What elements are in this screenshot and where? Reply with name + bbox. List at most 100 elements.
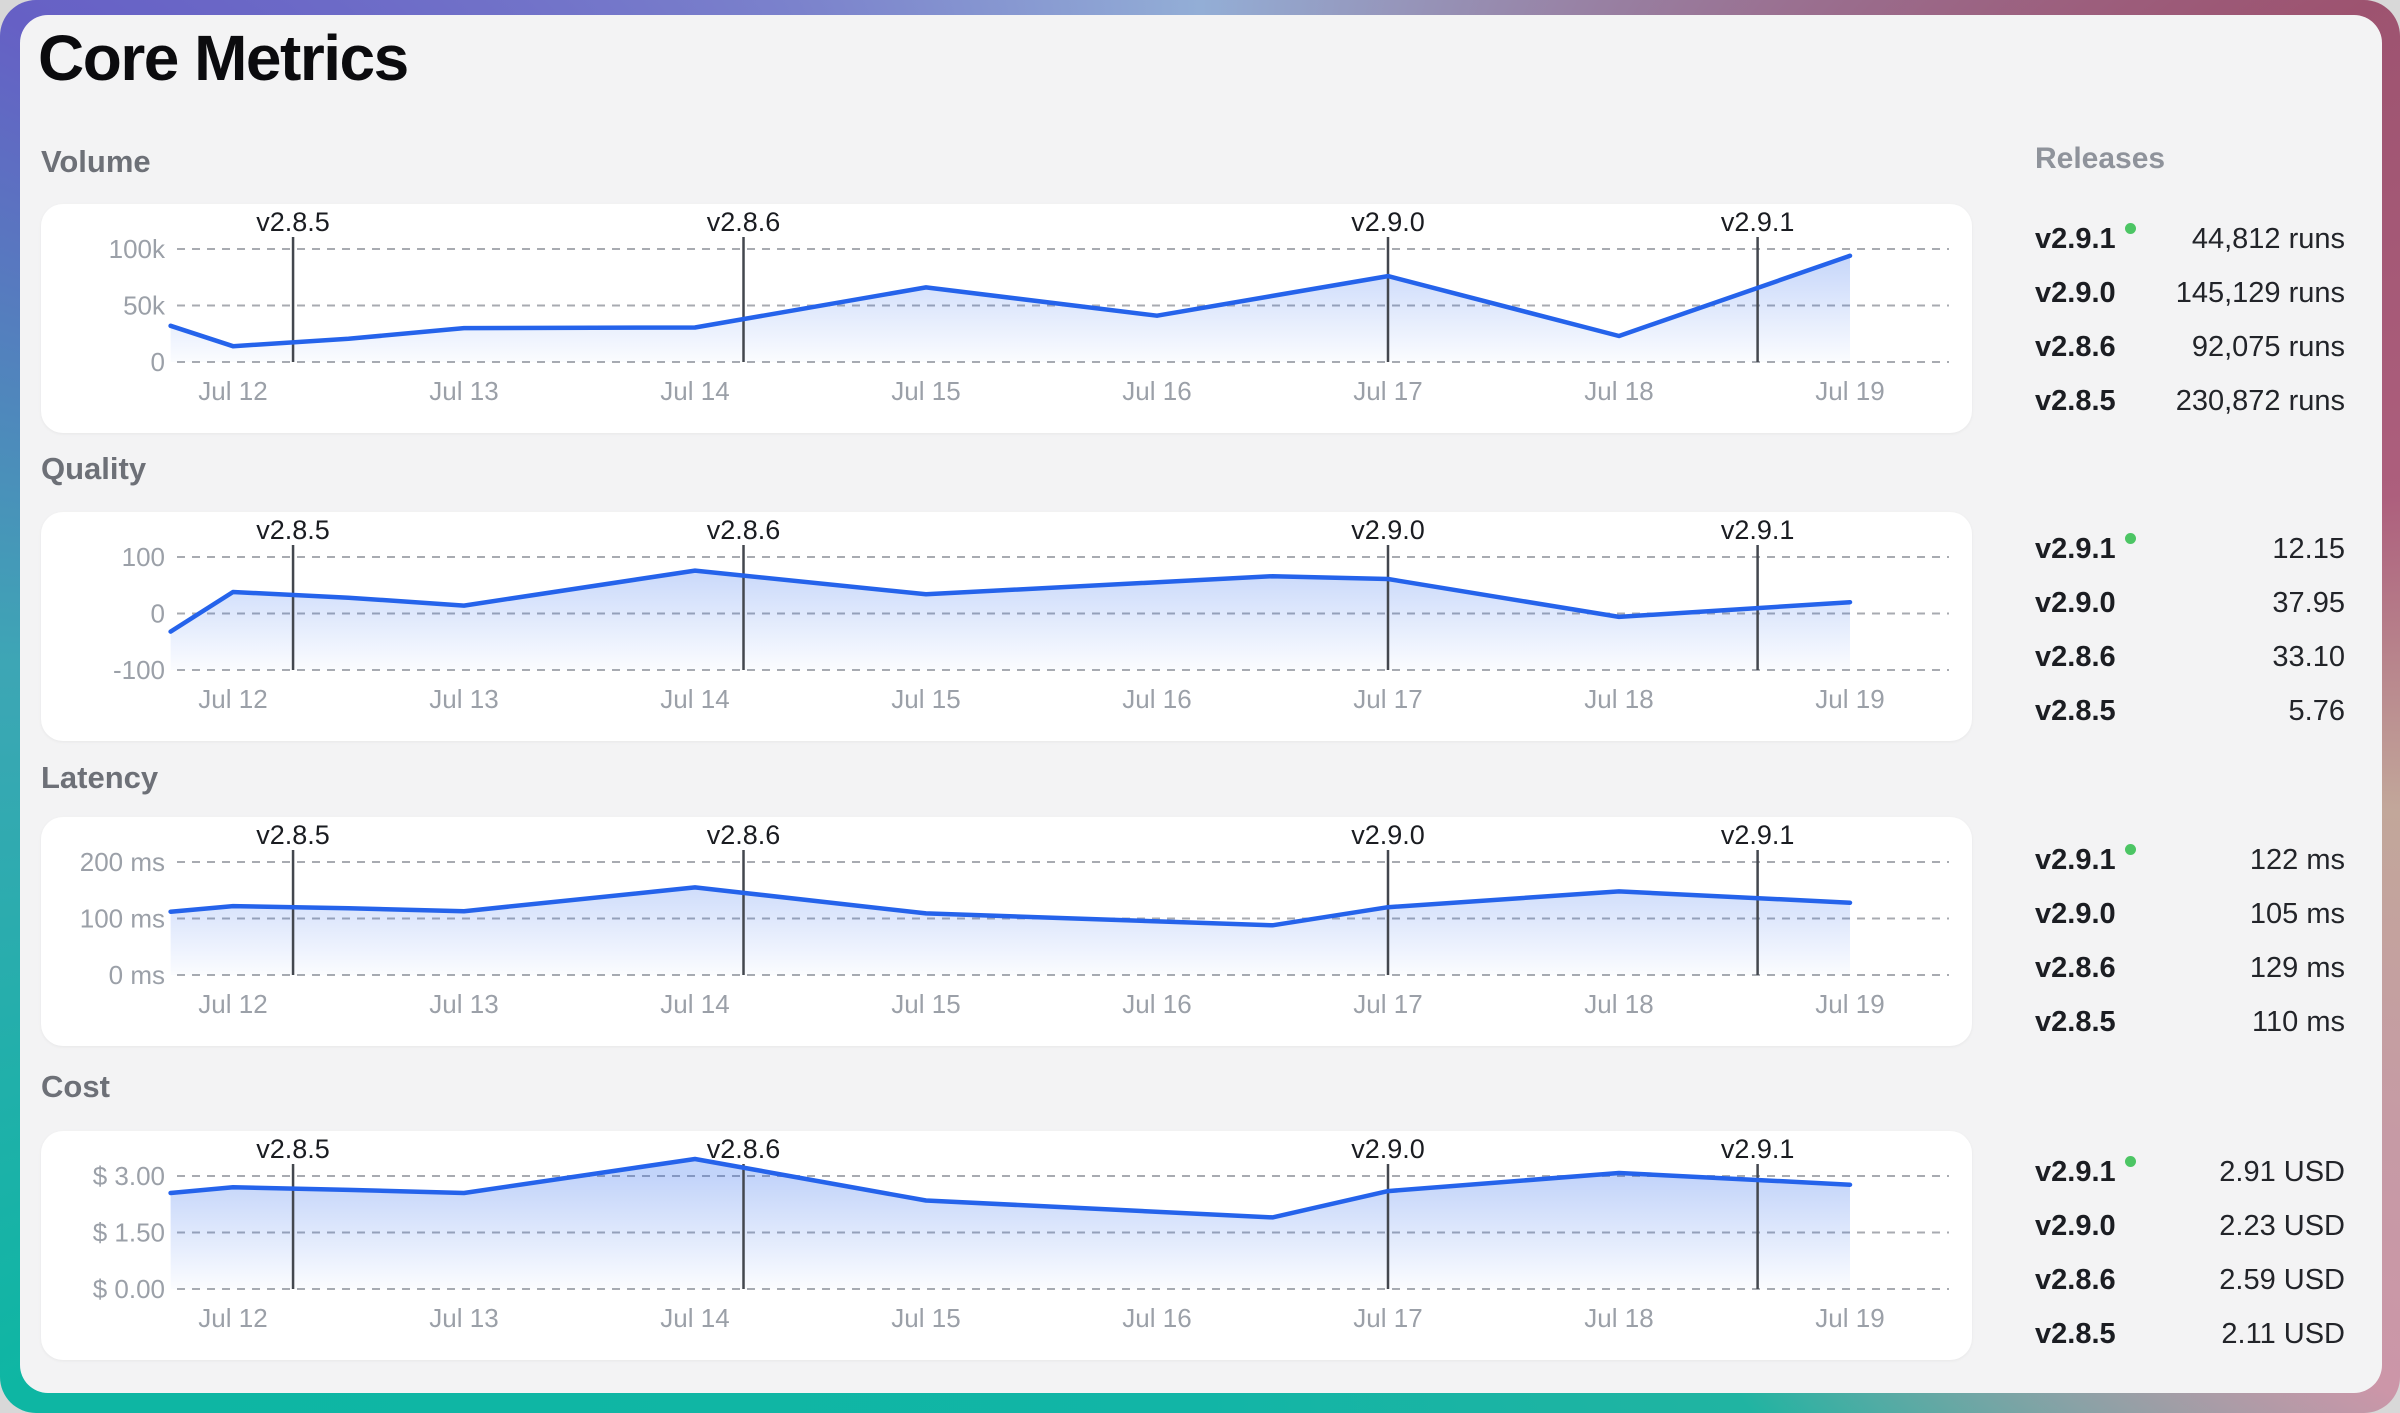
volume-chart[interactable]: 100k 50k 0 Jul 12 Jul 13 Jul 14 Jul 15 Jul 16 Ju… bbox=[41, 204, 1972, 433]
svg-text:v2.8.6: v2.8.6 bbox=[707, 515, 781, 545]
release-version: v2.8.6 bbox=[2035, 1263, 2116, 1296]
svg-text:v2.9.1: v2.9.1 bbox=[1721, 1134, 1795, 1164]
release-version: v2.9.0 bbox=[2035, 586, 2116, 619]
svg-text:Jul 14: Jul 14 bbox=[660, 1303, 729, 1333]
quality-chart-card: 100 0 -100 Jul 12 Jul 13 Jul 14 Jul 15 Jul 16 Ju… bbox=[41, 512, 1972, 741]
release-value: 2.91 USD bbox=[2219, 1155, 2345, 1188]
release-row: v2.9.0 105 ms bbox=[2035, 887, 2345, 941]
release-version: v2.9.1 bbox=[2035, 1155, 2136, 1189]
svg-text:Jul 18: Jul 18 bbox=[1584, 1303, 1653, 1333]
svg-text:v2.8.6: v2.8.6 bbox=[707, 1134, 781, 1164]
current-release-dot bbox=[2124, 222, 2136, 234]
release-row: v2.8.5 230,872 runs bbox=[2035, 374, 2345, 428]
svg-text:v2.8.5: v2.8.5 bbox=[256, 820, 330, 850]
svg-text:Jul 19: Jul 19 bbox=[1815, 1303, 1884, 1333]
svg-text:0: 0 bbox=[151, 599, 165, 629]
svg-text:v2.9.0: v2.9.0 bbox=[1351, 820, 1425, 850]
svg-text:Jul 16: Jul 16 bbox=[1122, 1303, 1191, 1333]
svg-text:v2.9.0: v2.9.0 bbox=[1351, 1134, 1425, 1164]
svg-text:Jul 17: Jul 17 bbox=[1353, 989, 1422, 1019]
svg-text:100k: 100k bbox=[109, 234, 166, 264]
svg-text:Jul 17: Jul 17 bbox=[1353, 1303, 1422, 1333]
latency-chart-card: 200 ms 100 ms 0 ms Jul 12 Jul 13 Jul 14 Jul 15… bbox=[41, 817, 1972, 1046]
release-row: v2.8.6 92,075 runs bbox=[2035, 320, 2345, 374]
svg-text:$ 0.00: $ 0.00 bbox=[93, 1274, 165, 1304]
svg-text:Jul 13: Jul 13 bbox=[429, 989, 498, 1019]
release-version: v2.8.5 bbox=[2035, 384, 2116, 417]
release-version: v2.9.0 bbox=[2035, 1209, 2116, 1242]
svg-text:$ 1.50: $ 1.50 bbox=[93, 1218, 165, 1248]
svg-text:Jul 16: Jul 16 bbox=[1122, 989, 1191, 1019]
release-version: v2.8.5 bbox=[2035, 694, 2116, 727]
release-version: v2.9.0 bbox=[2035, 276, 2116, 309]
release-version: v2.9.1 bbox=[2035, 222, 2136, 256]
release-row: v2.8.5 2.11 USD bbox=[2035, 1307, 2345, 1361]
release-version: v2.8.5 bbox=[2035, 1317, 2116, 1350]
svg-text:Jul 19: Jul 19 bbox=[1815, 376, 1884, 406]
svg-text:v2.9.1: v2.9.1 bbox=[1721, 820, 1795, 850]
svg-text:Jul 18: Jul 18 bbox=[1584, 684, 1653, 714]
svg-text:Jul 16: Jul 16 bbox=[1122, 376, 1191, 406]
releases-group-cost: v2.9.1 2.91 USD v2.9.0 2.23 USD v2.8.6 2… bbox=[2035, 1145, 2345, 1361]
svg-text:Jul 17: Jul 17 bbox=[1353, 376, 1422, 406]
release-version: v2.8.5 bbox=[2035, 1005, 2116, 1038]
svg-text:Jul 17: Jul 17 bbox=[1353, 684, 1422, 714]
svg-text:Jul 14: Jul 14 bbox=[660, 989, 729, 1019]
latency-chart[interactable]: 200 ms 100 ms 0 ms Jul 12 Jul 13 Jul 14 Jul 15… bbox=[41, 817, 1972, 1046]
svg-text:100 ms: 100 ms bbox=[80, 904, 165, 934]
svg-text:Jul 15: Jul 15 bbox=[891, 376, 960, 406]
release-row: v2.9.0 37.95 bbox=[2035, 576, 2345, 630]
svg-text:v2.9.1: v2.9.1 bbox=[1721, 515, 1795, 545]
page-title: Core Metrics bbox=[38, 22, 409, 94]
release-value: 37.95 bbox=[2272, 586, 2345, 619]
release-version: v2.9.1 bbox=[2035, 843, 2136, 877]
svg-text:Jul 18: Jul 18 bbox=[1584, 376, 1653, 406]
svg-text:v2.9.1: v2.9.1 bbox=[1721, 207, 1795, 237]
release-value: 145,129 runs bbox=[2175, 276, 2345, 309]
svg-text:Jul 12: Jul 12 bbox=[198, 376, 267, 406]
current-release-dot bbox=[2124, 1155, 2136, 1167]
svg-text:Jul 19: Jul 19 bbox=[1815, 989, 1884, 1019]
svg-text:v2.8.5: v2.8.5 bbox=[256, 1134, 330, 1164]
release-value: 230,872 runs bbox=[2175, 384, 2345, 417]
svg-text:v2.8.5: v2.8.5 bbox=[256, 515, 330, 545]
cost-chart[interactable]: $ 3.00 $ 1.50 $ 0.00 Jul 12 Jul 13 Jul 14 Jul … bbox=[41, 1131, 1972, 1360]
release-row: v2.9.0 145,129 runs bbox=[2035, 266, 2345, 320]
release-row: v2.8.6 2.59 USD bbox=[2035, 1253, 2345, 1307]
release-value: 2.11 USD bbox=[2221, 1317, 2345, 1350]
current-release-dot bbox=[2124, 532, 2136, 544]
svg-text:50k: 50k bbox=[123, 291, 166, 321]
release-value: 122 ms bbox=[2249, 843, 2345, 876]
releases-header: Releases bbox=[2035, 142, 2166, 175]
svg-text:200 ms: 200 ms bbox=[80, 847, 165, 877]
svg-text:Jul 12: Jul 12 bbox=[198, 989, 267, 1019]
releases-group-quality: v2.9.1 12.15 v2.9.0 37.95 v2.8.6 33.10 v… bbox=[2035, 522, 2345, 738]
svg-text:v2.9.0: v2.9.0 bbox=[1351, 515, 1425, 545]
release-value: 33.10 bbox=[2272, 640, 2345, 673]
release-row: v2.9.1 44,812 runs bbox=[2035, 212, 2345, 266]
release-value: 5.76 bbox=[2288, 694, 2345, 727]
current-release-dot bbox=[2124, 843, 2136, 855]
svg-text:Jul 12: Jul 12 bbox=[198, 684, 267, 714]
releases-group-latency: v2.9.1 122 ms v2.9.0 105 ms v2.8.6 129 m… bbox=[2035, 833, 2345, 1049]
release-row: v2.9.1 2.91 USD bbox=[2035, 1145, 2345, 1199]
svg-text:Jul 15: Jul 15 bbox=[891, 1303, 960, 1333]
release-row: v2.9.1 122 ms bbox=[2035, 833, 2345, 887]
release-value: 2.23 USD bbox=[2219, 1209, 2345, 1242]
release-row: v2.8.5 5.76 bbox=[2035, 684, 2345, 738]
release-value: 44,812 runs bbox=[2191, 222, 2345, 255]
release-row: v2.8.6 33.10 bbox=[2035, 630, 2345, 684]
svg-text:v2.8.6: v2.8.6 bbox=[707, 207, 781, 237]
core-metrics-panel: Core Metrics Volume Quality Latency Cost… bbox=[20, 15, 2382, 1393]
svg-text:Jul 14: Jul 14 bbox=[660, 684, 729, 714]
quality-chart[interactable]: 100 0 -100 Jul 12 Jul 13 Jul 14 Jul 15 Jul 16 Ju… bbox=[41, 512, 1972, 741]
svg-text:Jul 14: Jul 14 bbox=[660, 376, 729, 406]
section-label-latency: Latency bbox=[41, 760, 159, 795]
release-version: v2.8.6 bbox=[2035, 640, 2116, 673]
svg-text:100: 100 bbox=[122, 542, 165, 572]
release-version: v2.9.0 bbox=[2035, 897, 2116, 930]
svg-text:v2.8.6: v2.8.6 bbox=[707, 820, 781, 850]
release-version: v2.8.6 bbox=[2035, 330, 2116, 363]
section-label-cost: Cost bbox=[41, 1069, 110, 1104]
svg-text:Jul 16: Jul 16 bbox=[1122, 684, 1191, 714]
